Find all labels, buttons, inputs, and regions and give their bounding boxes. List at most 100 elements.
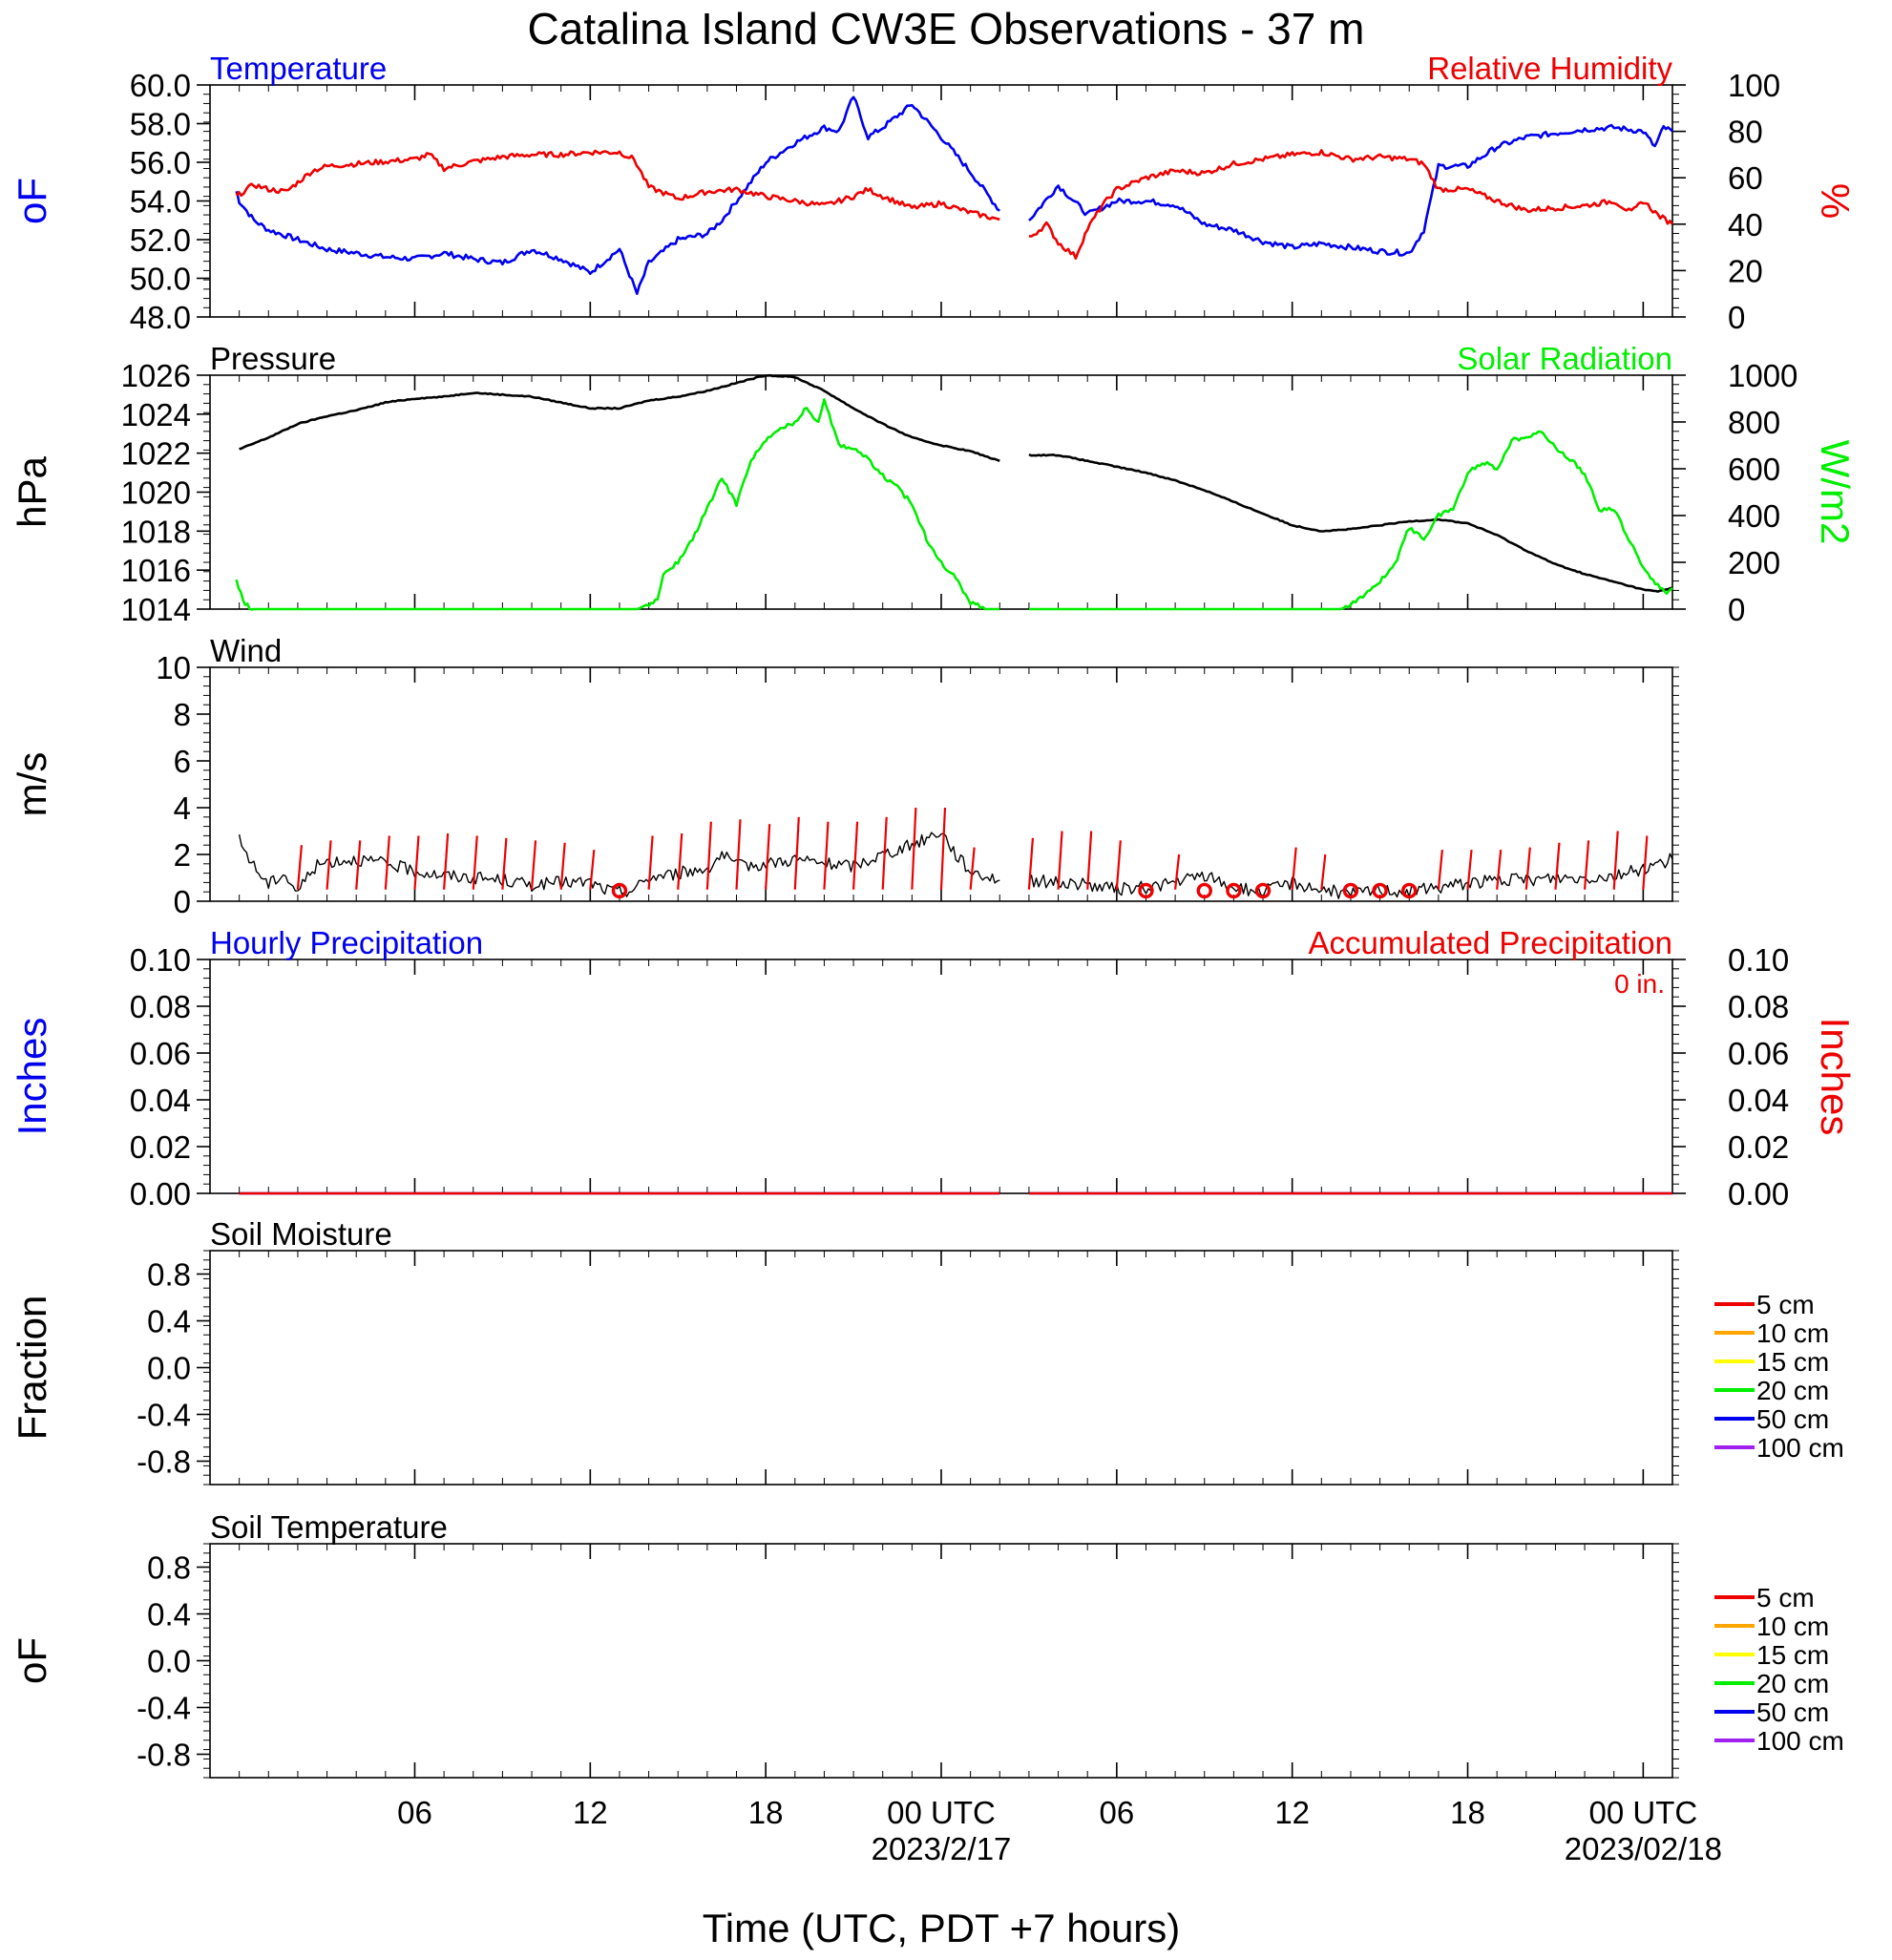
y-tick-label: 0.04 — [130, 1083, 191, 1118]
y-tick-label: 1022 — [121, 436, 191, 472]
series-line-pressure — [239, 373, 1000, 463]
y-tick-label: 48.0 — [130, 300, 191, 335]
panel-4: -0.8 -0.4 0.0 0.4 0.8 Soil Moisture Fraction 5 … — [10, 1216, 1844, 1486]
y-tick-label: 0.4 — [147, 1597, 191, 1633]
legend-label: 10 cm — [1756, 1318, 1829, 1348]
wind-barb — [413, 835, 420, 890]
x-tick-date-label: 2023/02/18 — [1565, 1831, 1722, 1866]
y-tick-label-right: 40 — [1728, 207, 1763, 242]
wind-barb — [765, 824, 771, 890]
chart-title: Catalina Island CW3E Observations - 37 m — [528, 4, 1365, 53]
series-line-solar-radiation — [235, 398, 1000, 611]
wind-barb — [705, 821, 712, 890]
legend-label: 100 cm — [1756, 1433, 1844, 1463]
legend-label: 20 cm — [1756, 1669, 1829, 1698]
wind-barb — [881, 816, 888, 890]
panel-title-left: Wind — [210, 633, 282, 668]
y-tick-label-right: 0.02 — [1728, 1129, 1789, 1165]
plot-frame — [209, 374, 1673, 610]
panel-title-right: Relative Humidity — [1427, 51, 1672, 86]
y-tick-label-right: 80 — [1728, 115, 1763, 150]
legend-label: 20 cm — [1756, 1376, 1829, 1405]
wind-barb — [1320, 854, 1327, 890]
panel-title-left: Hourly Precipitation — [210, 925, 483, 960]
wind-barb — [911, 807, 917, 890]
wind-barb — [1554, 842, 1561, 890]
y-tick-label: 52.0 — [130, 222, 191, 258]
series-line-temperature — [1028, 123, 1673, 257]
y-tick-label: 0.02 — [130, 1129, 191, 1165]
x-tick-label: 18 — [1450, 1795, 1485, 1830]
y-tick-label-right: 1000 — [1728, 358, 1797, 393]
wind-barb — [1437, 849, 1443, 890]
x-tick-label: 18 — [748, 1795, 784, 1830]
plot-frame — [209, 666, 1673, 902]
wind-barb — [1466, 849, 1473, 890]
plot-frame — [209, 959, 1673, 1194]
y-tick-label-right: 100 — [1728, 68, 1780, 103]
plot-frame — [209, 1250, 1673, 1486]
y-tick-label: 1016 — [121, 553, 191, 588]
wind-barb — [1583, 840, 1590, 890]
series-line-relative-humidity — [1028, 149, 1674, 261]
legend-label: 10 cm — [1756, 1612, 1829, 1641]
y-tick-label: 0.06 — [130, 1036, 191, 1071]
x-tick-label: 00 UTC — [887, 1795, 996, 1830]
panel-title-left: Soil Temperature — [210, 1509, 448, 1545]
wind-calm-marker — [1138, 882, 1154, 899]
wind-barb — [1496, 849, 1503, 890]
y-tick-label: 1018 — [121, 514, 191, 549]
wind-barb — [969, 847, 976, 890]
y-tick-label: 0.4 — [147, 1304, 191, 1339]
y-tick-label: 10 — [156, 650, 191, 685]
wind-barb — [1291, 847, 1297, 890]
y-tick-label: 1024 — [121, 397, 191, 432]
panels: 48.050.052.054.056.058.060.0020406080100… — [10, 51, 1858, 1866]
y-axis-label-right: W/m2 — [1813, 440, 1858, 545]
series-line-relative-humidity — [235, 149, 1000, 221]
wind-barb — [296, 845, 304, 890]
wind-barb — [1612, 831, 1619, 890]
wind-barb — [589, 849, 596, 890]
wind-barb — [326, 840, 332, 890]
y-tick-label: 6 — [174, 744, 191, 779]
y-tick-label: -0.8 — [137, 1444, 191, 1480]
wind-barb — [793, 816, 800, 890]
wind-barb — [1174, 854, 1181, 890]
y-tick-label: 1026 — [121, 358, 191, 393]
y-tick-label: 1014 — [121, 592, 191, 627]
y-tick-label: -0.8 — [137, 1738, 191, 1773]
wind-barb — [443, 832, 450, 890]
y-tick-label: 0 — [174, 884, 191, 919]
wind-barb — [559, 842, 566, 890]
y-axis-label-right: Inches — [1813, 1018, 1858, 1136]
panel-title-left: Temperature — [210, 51, 387, 86]
y-tick-label: 4 — [174, 790, 191, 826]
panel-title-left: Pressure — [210, 341, 336, 376]
wind-barb — [355, 840, 362, 890]
wind-barb — [1086, 831, 1093, 890]
y-tick-label: 2 — [174, 837, 191, 873]
y-tick-label-right: 0.10 — [1728, 942, 1789, 978]
y-tick-label: 0.0 — [147, 1351, 191, 1386]
series-line-wind-speed — [1028, 853, 1673, 899]
x-tick-date-label: 2023/2/17 — [872, 1831, 1012, 1866]
x-axis-label: Time (UTC, PDT +7 hours) — [703, 1906, 1181, 1950]
y-tick-label-right: 400 — [1728, 498, 1780, 534]
panel-title-right: Accumulated Precipitation — [1308, 925, 1672, 960]
y-axis-label-left: hPa — [10, 455, 54, 527]
wind-barb — [1115, 840, 1122, 890]
plot-frame — [209, 84, 1673, 318]
legend-label: 5 cm — [1756, 1290, 1815, 1319]
y-tick-label-right: 0.04 — [1728, 1083, 1789, 1118]
legend-label: 15 cm — [1756, 1347, 1829, 1377]
wind-barb — [1642, 835, 1649, 890]
wind-barb — [823, 821, 830, 890]
wind-calm-marker — [1401, 882, 1418, 899]
wind-calm-marker — [1226, 882, 1242, 899]
wind-barb — [735, 819, 742, 890]
wind-barb — [851, 821, 859, 890]
legend-label: 15 cm — [1756, 1640, 1829, 1670]
y-tick-label-right: 20 — [1728, 253, 1763, 288]
